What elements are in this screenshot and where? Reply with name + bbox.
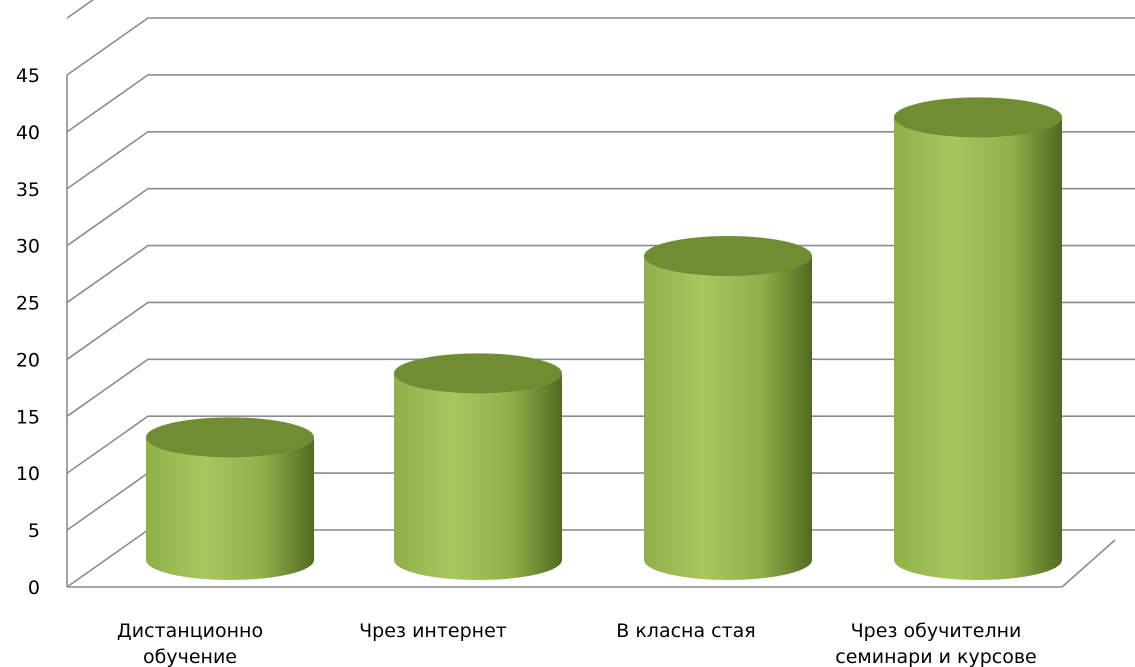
y-tick-label: 45 [16, 65, 40, 87]
grid-line [66, 74, 1135, 133]
x-category-label: Чрез обучителни семинари и курсове [835, 620, 1036, 667]
grid-lines [66, 0, 1135, 588]
bar-top [394, 353, 562, 394]
x-category-label: Дистанционно обучение [117, 620, 263, 667]
bar-body [644, 256, 812, 580]
bar-body [394, 373, 562, 580]
bars-group [146, 97, 1062, 580]
y-tick-label: 15 [16, 406, 40, 428]
grid-line [66, 187, 1135, 247]
y-tick-label: 35 [16, 179, 40, 201]
y-tick-label: 40 [16, 122, 40, 144]
x-category-label: В класна стая [616, 620, 755, 642]
bar-cylinder [894, 97, 1062, 580]
grid-line [66, 244, 1135, 304]
bar-body [146, 437, 314, 580]
y-tick-label: 25 [16, 293, 40, 315]
grid-line-top [66, 0, 95, 19]
bar-cylinder [644, 236, 812, 580]
bar-body [894, 117, 1062, 580]
bar-top [146, 417, 314, 458]
y-tick-label: 10 [16, 463, 40, 485]
bar-cylinder [394, 353, 562, 580]
grid-line [66, 130, 1135, 190]
x-category-label: Чрез интернет [359, 620, 507, 642]
floor-edge-line [1061, 539, 1116, 588]
bar-top [894, 97, 1062, 138]
y-axis-ticks: 0 5 10 15 20 25 30 35 40 45 [16, 65, 40, 599]
bar-top [644, 236, 812, 276]
y-tick-label: 20 [16, 349, 40, 371]
grid-line [66, 17, 1135, 76]
bar-cylinder [146, 417, 314, 580]
y-tick-label: 5 [28, 520, 40, 542]
y-tick-label: 30 [16, 236, 40, 258]
x-axis-labels: Дистанционно обучение Чрез интернет В класн… [117, 620, 1037, 667]
y-tick-label: 0 [28, 577, 40, 599]
